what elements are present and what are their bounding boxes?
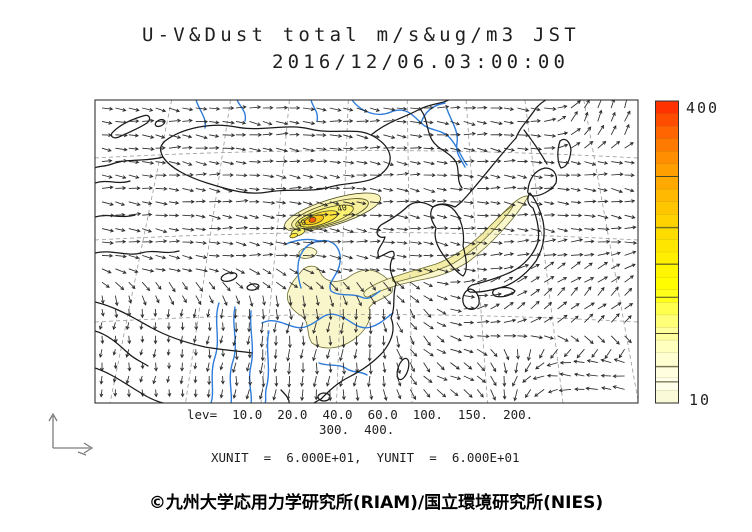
credit-line: ©九州大学応用力学研究所(RIAM)/国立環境研究所(NIES) bbox=[148, 493, 604, 513]
wind-vector-field bbox=[98, 100, 638, 402]
coast-bengal bbox=[95, 367, 166, 403]
dust-patch-central-china bbox=[286, 265, 393, 349]
lake-baikal bbox=[110, 114, 151, 139]
coastlines-borders bbox=[95, 100, 572, 403]
colorbar bbox=[655, 100, 679, 404]
graticule-grid bbox=[95, 100, 638, 403]
coast-sakhalin bbox=[557, 138, 572, 169]
dust-plume-source bbox=[284, 192, 381, 239]
dust-band-outer bbox=[363, 195, 529, 298]
vector-units-label: XUNIT = 6.000E+01, YUNIT = 6.000E+01 bbox=[211, 450, 520, 465]
coast-korea bbox=[430, 203, 467, 277]
border-himalaya bbox=[95, 301, 253, 354]
plot-timestamp: 2016/12/06.03:00:00 bbox=[272, 51, 570, 73]
border-mongolia bbox=[159, 124, 391, 194]
plot-title: U-V&Dust total m/s&ug/m3 JST bbox=[142, 24, 580, 46]
coast-shikoku bbox=[492, 286, 516, 298]
coast-honshu bbox=[467, 192, 545, 293]
contour-value-label: 40 bbox=[295, 218, 308, 230]
map-frame bbox=[94, 99, 639, 404]
colorbar-max-label: 400 bbox=[686, 99, 720, 117]
axis-indicator-arrows bbox=[48, 412, 94, 456]
coast-hokkaido bbox=[527, 167, 558, 197]
contour-levels-line2: 300. 400. bbox=[319, 422, 395, 437]
island-hainan bbox=[317, 392, 331, 402]
coast-china bbox=[312, 205, 409, 403]
contour-levels-line1: lev= 10.0 20.0 40.0 60.0 100. 150. 200. bbox=[187, 407, 534, 422]
contour-value-label: 40 bbox=[336, 203, 348, 214]
colorbar-min-label: 10 bbox=[689, 391, 712, 409]
